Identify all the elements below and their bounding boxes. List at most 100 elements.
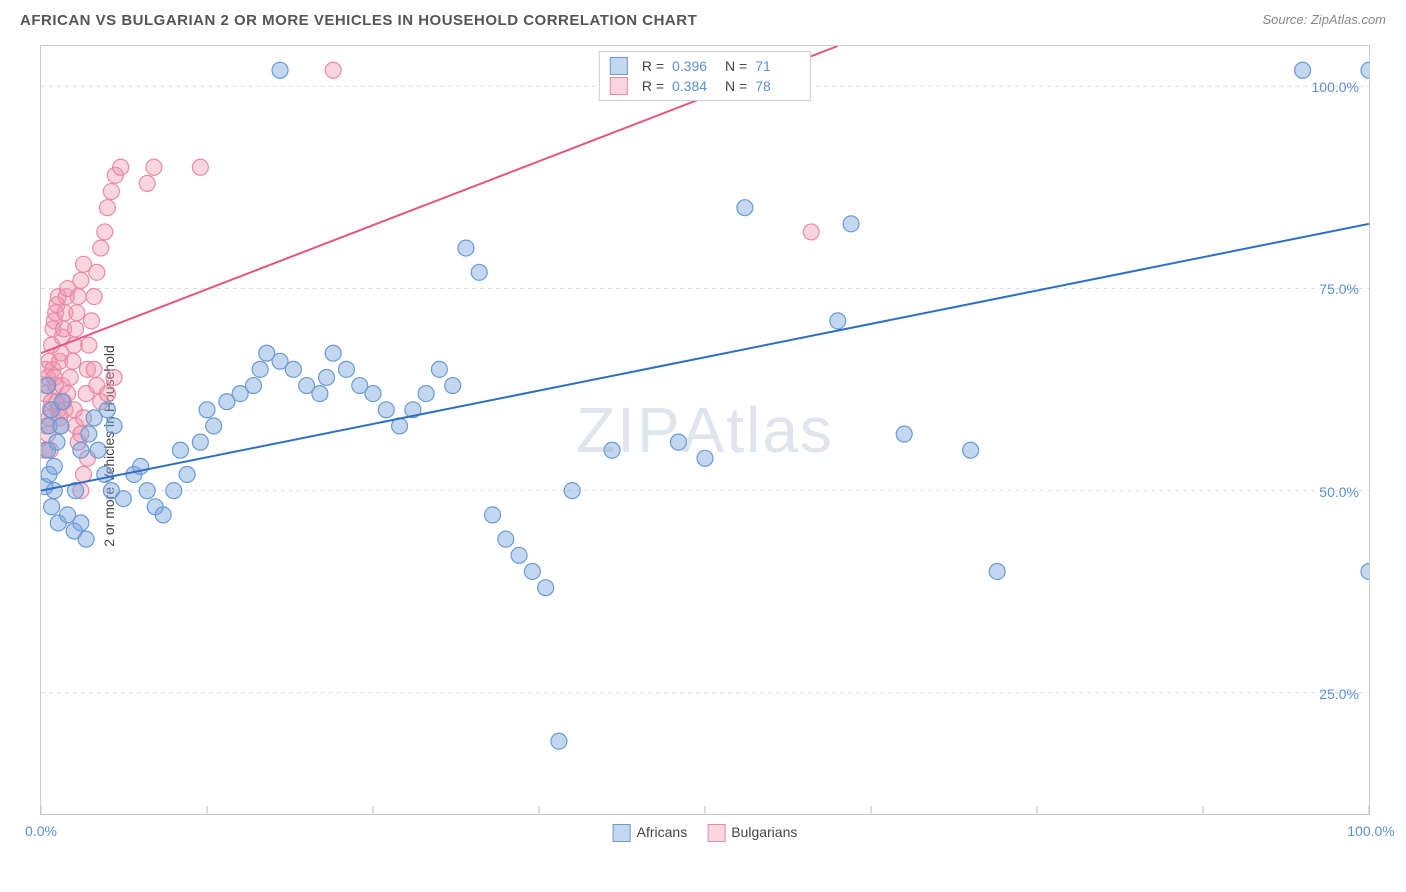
scatter-plot <box>41 46 1369 814</box>
data-point <box>199 402 215 418</box>
data-point <box>69 305 85 321</box>
data-point <box>365 386 381 402</box>
x-tick-label: 100.0% <box>1347 823 1394 839</box>
data-point <box>46 483 62 499</box>
legend-swatch <box>707 824 725 842</box>
data-point <box>285 361 301 377</box>
data-point <box>1295 62 1311 78</box>
data-point <box>99 402 115 418</box>
data-point <box>115 491 131 507</box>
correlation-legend: R =0.396N =71R =0.384N =78 <box>599 51 811 101</box>
data-point <box>103 184 119 200</box>
data-point <box>272 62 288 78</box>
data-point <box>325 62 341 78</box>
data-point <box>97 466 113 482</box>
data-point <box>97 224 113 240</box>
data-point <box>312 386 328 402</box>
data-point <box>319 369 335 385</box>
data-point <box>106 369 122 385</box>
y-tick-label: 25.0% <box>1319 686 1359 702</box>
data-point <box>68 321 84 337</box>
data-point <box>843 216 859 232</box>
data-point <box>139 483 155 499</box>
data-point <box>73 442 89 458</box>
data-point <box>172 442 188 458</box>
data-point <box>498 531 514 547</box>
data-point <box>485 507 501 523</box>
data-point <box>179 466 195 482</box>
series-legend: Africans Bulgarians <box>613 824 798 842</box>
data-point <box>697 450 713 466</box>
data-point <box>44 499 60 515</box>
data-point <box>538 580 554 596</box>
data-point <box>511 547 527 563</box>
data-point <box>252 361 268 377</box>
data-point <box>458 240 474 256</box>
data-point <box>53 418 69 434</box>
data-point <box>378 402 394 418</box>
y-tick-label: 75.0% <box>1319 281 1359 297</box>
data-point <box>49 434 65 450</box>
x-tick-label: 0.0% <box>25 823 57 839</box>
data-point <box>81 426 97 442</box>
data-point <box>192 159 208 175</box>
data-point <box>146 159 162 175</box>
data-point <box>99 386 115 402</box>
data-point <box>338 361 354 377</box>
data-point <box>418 386 434 402</box>
data-point <box>431 361 447 377</box>
legend-swatch <box>610 57 628 75</box>
data-point <box>81 337 97 353</box>
legend-swatch <box>610 77 628 95</box>
data-point <box>65 353 81 369</box>
data-point <box>325 345 341 361</box>
data-point <box>73 515 89 531</box>
data-point <box>155 507 171 523</box>
data-point <box>62 369 78 385</box>
data-point <box>83 313 99 329</box>
data-point <box>445 378 461 394</box>
series-legend-item: Africans <box>613 824 688 842</box>
data-point <box>551 733 567 749</box>
data-point <box>93 240 109 256</box>
data-point <box>41 378 56 394</box>
source-attribution: Source: ZipAtlas.com <box>1262 12 1386 27</box>
series-legend-item: Bulgarians <box>707 824 797 842</box>
data-point <box>70 289 86 305</box>
data-point <box>989 563 1005 579</box>
data-point <box>90 442 106 458</box>
data-point <box>86 361 102 377</box>
data-point <box>89 264 105 280</box>
legend-swatch <box>613 824 631 842</box>
data-point <box>99 200 115 216</box>
data-point <box>73 272 89 288</box>
data-point <box>963 442 979 458</box>
data-point <box>1361 62 1369 78</box>
data-point <box>830 313 846 329</box>
data-point <box>192 434 208 450</box>
data-point <box>803 224 819 240</box>
data-point <box>471 264 487 280</box>
data-point <box>166 483 182 499</box>
y-tick-label: 50.0% <box>1319 484 1359 500</box>
data-point <box>106 418 122 434</box>
data-point <box>139 175 155 191</box>
data-point <box>524 563 540 579</box>
legend-row: R =0.396N =71 <box>610 56 800 76</box>
data-point <box>113 159 129 175</box>
data-point <box>896 426 912 442</box>
data-point <box>670 434 686 450</box>
data-point <box>604 442 620 458</box>
chart-title: AFRICAN VS BULGARIAN 2 OR MORE VEHICLES … <box>20 12 697 29</box>
legend-row: R =0.384N =78 <box>610 76 800 96</box>
data-point <box>46 458 62 474</box>
data-point <box>1361 563 1369 579</box>
chart-container: ZIPAtlas R =0.396N =71R =0.384N =78 25.0… <box>40 45 1370 815</box>
data-point <box>737 200 753 216</box>
data-point <box>206 418 222 434</box>
data-point <box>86 289 102 305</box>
data-point <box>564 483 580 499</box>
data-point <box>245 378 261 394</box>
y-tick-label: 100.0% <box>1312 79 1359 95</box>
data-point <box>78 531 94 547</box>
